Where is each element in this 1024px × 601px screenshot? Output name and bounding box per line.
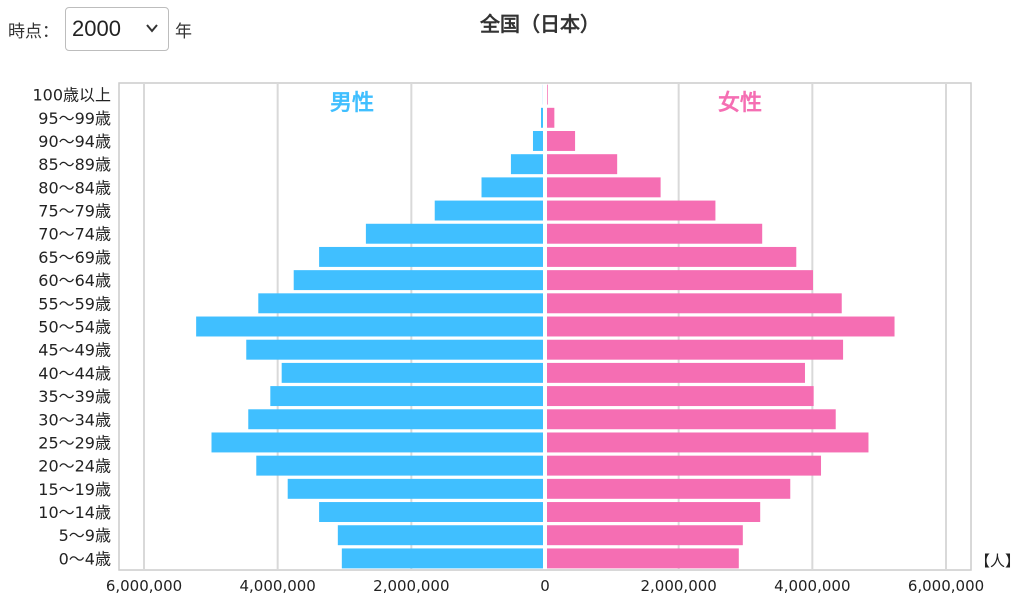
- male-label: 男性: [330, 91, 374, 116]
- age-group-label: 60〜64歳: [38, 271, 111, 290]
- age-group-label: 25〜29歳: [38, 433, 111, 452]
- x-tick-label: 2,000,000: [640, 577, 716, 595]
- age-group-label: 5〜9歳: [59, 526, 111, 545]
- age-group-label: 70〜74歳: [38, 225, 111, 244]
- female-label: 女性: [718, 90, 762, 116]
- age-group-label: 95〜99歳: [38, 109, 111, 128]
- female-bar: [547, 432, 869, 453]
- male-bar: [211, 432, 544, 453]
- female-bar: [547, 200, 716, 221]
- female-bar: [547, 154, 618, 175]
- age-group-label: 50〜54歳: [38, 318, 111, 337]
- year-suffix-label: 年: [175, 21, 192, 42]
- age-group-label: 40〜44歳: [38, 364, 111, 383]
- plot-frame: [118, 82, 972, 571]
- female-bar: [547, 362, 805, 383]
- age-group-label: 10〜14歳: [38, 503, 111, 522]
- male-bar: [481, 177, 543, 198]
- x-tick-label: 0: [540, 577, 550, 595]
- unit-label: 【人】: [975, 552, 1020, 570]
- age-group-label: 30〜34歳: [38, 410, 111, 429]
- female-bar: [547, 293, 842, 314]
- chevron-down-icon: [146, 24, 158, 33]
- female-bar: [547, 525, 743, 546]
- age-group-label: 20〜24歳: [38, 457, 111, 476]
- male-bar: [337, 525, 543, 546]
- age-group-label: 0〜4歳: [59, 549, 111, 568]
- x-tick-label: 4,000,000: [239, 577, 315, 595]
- female-bar: [547, 316, 895, 337]
- female-bar: [547, 548, 739, 569]
- year-select[interactable]: 2000: [65, 7, 169, 51]
- male-bar: [246, 339, 543, 360]
- female-bar: [547, 107, 555, 128]
- female-bar: [547, 246, 797, 267]
- age-group-label: 45〜49歳: [38, 341, 111, 360]
- male-bar: [293, 270, 543, 291]
- male-bar: [510, 154, 543, 175]
- female-bar: [547, 455, 822, 476]
- female-bar: [547, 502, 761, 522]
- time-point-label: 時点：: [8, 21, 59, 42]
- x-tick-label: 6,000,000: [908, 577, 984, 595]
- male-bar: [365, 223, 543, 244]
- male-bar: [196, 316, 543, 337]
- age-group-label: 35〜39歳: [38, 387, 111, 406]
- male-bar: [532, 131, 543, 151]
- female-bar: [547, 177, 661, 198]
- female-bar: [547, 386, 814, 407]
- female-bar: [547, 270, 813, 291]
- male-bar: [319, 502, 543, 522]
- chart-title: 全国（日本）: [480, 12, 600, 36]
- male-bar: [258, 293, 543, 314]
- age-group-label: 75〜79歳: [38, 202, 111, 221]
- female-bar: [547, 84, 548, 105]
- x-tick-label: 2,000,000: [373, 577, 449, 595]
- male-bar: [256, 455, 543, 476]
- female-bar: [547, 339, 844, 360]
- period-selector: 時点： 2000 年: [8, 6, 192, 52]
- male-bar: [281, 362, 543, 383]
- x-tick-label: 4,000,000: [774, 577, 850, 595]
- female-bar: [547, 131, 576, 151]
- female-bar: [547, 409, 836, 430]
- male-bar: [341, 548, 543, 569]
- male-bar: [434, 200, 543, 221]
- male-bar: [540, 107, 543, 128]
- male-bar: [287, 478, 543, 499]
- male-bar: [319, 246, 543, 267]
- x-tick-label: 6,000,000: [106, 577, 182, 595]
- female-bar: [547, 478, 791, 499]
- age-group-label: 15〜19歳: [38, 480, 111, 499]
- age-group-label: 100歳以上: [32, 86, 111, 105]
- year-select-value: 2000: [72, 16, 121, 41]
- age-group-label: 65〜69歳: [38, 248, 111, 267]
- age-group-label: 90〜94歳: [38, 132, 111, 151]
- age-group-label: 85〜89歳: [38, 155, 111, 174]
- age-group-label: 80〜84歳: [38, 178, 111, 197]
- male-bar: [248, 409, 543, 430]
- female-bar: [547, 223, 763, 244]
- age-group-label: 55〜59歳: [38, 294, 111, 313]
- male-bar: [270, 386, 543, 407]
